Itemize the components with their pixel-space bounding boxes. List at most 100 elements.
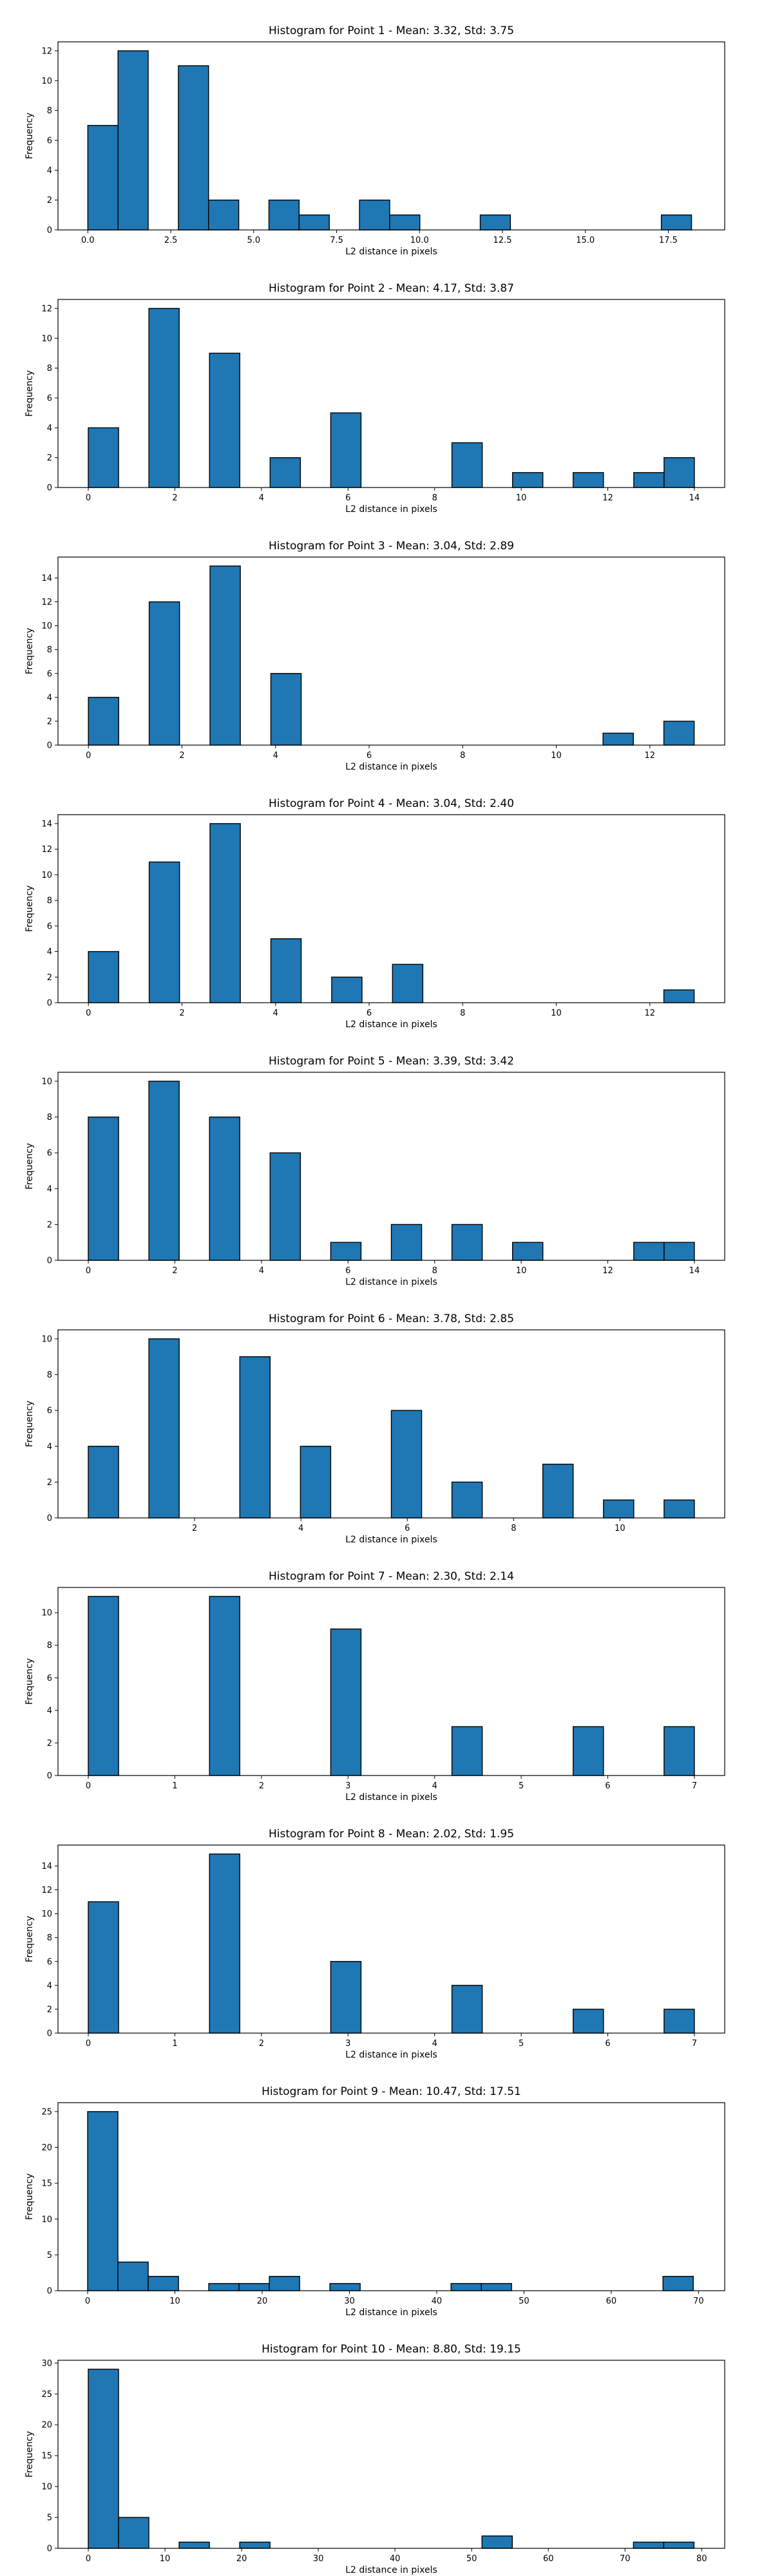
x-tick-label: 6 bbox=[405, 1524, 410, 1533]
x-tick-label: 6 bbox=[345, 493, 350, 503]
histogram-bar bbox=[660, 214, 692, 231]
histogram-bar bbox=[479, 214, 511, 231]
x-tick-label: 2 bbox=[172, 493, 177, 503]
x-tick-label: 40 bbox=[390, 2554, 401, 2564]
y-tick-label: 6 bbox=[47, 922, 52, 931]
y-tick-label: 0 bbox=[47, 484, 52, 493]
histogram-bar bbox=[633, 472, 665, 488]
y-tick-label: 10 bbox=[41, 77, 52, 86]
x-tick-label: 2.5 bbox=[164, 236, 178, 245]
histogram-bar bbox=[451, 1224, 483, 1261]
y-axis-label: Frequency bbox=[24, 1658, 35, 1705]
histogram-bar bbox=[451, 442, 483, 488]
histogram-bar bbox=[573, 1726, 604, 1776]
histogram-bar bbox=[329, 2283, 361, 2291]
histogram-bar bbox=[511, 1242, 544, 1261]
y-tick-label: 8 bbox=[47, 645, 52, 655]
y-tick-label: 10 bbox=[41, 871, 52, 880]
x-tick-label: 10 bbox=[615, 1524, 625, 1533]
y-tick-label: 4 bbox=[47, 1442, 52, 1452]
x-tick-label: 12 bbox=[602, 1266, 613, 1276]
y-axis-label: Frequency bbox=[24, 370, 35, 417]
y-tick-label: 8 bbox=[47, 1370, 52, 1380]
histogram-bar bbox=[511, 472, 544, 488]
histogram-bar bbox=[268, 199, 300, 231]
chart-title: Histogram for Point 10 - Mean: 8.80, Std… bbox=[262, 2343, 521, 2356]
histogram-bar bbox=[117, 50, 149, 231]
plot-frame bbox=[57, 2360, 725, 2549]
y-tick-label: 25 bbox=[41, 2390, 52, 2400]
y-tick-label: 2 bbox=[47, 453, 52, 463]
x-tick-label: 12 bbox=[645, 1009, 656, 1018]
y-axis-label: Frequency bbox=[24, 2174, 35, 2220]
histogram-bar bbox=[87, 125, 119, 231]
x-tick-label: 10 bbox=[516, 1266, 527, 1276]
histogram-bar bbox=[663, 2541, 695, 2549]
y-tick-label: 10 bbox=[41, 2215, 52, 2224]
x-tick-label: 60 bbox=[543, 2554, 554, 2564]
y-tick-label: 6 bbox=[47, 1957, 52, 1967]
y-tick-label: 10 bbox=[41, 1609, 52, 1618]
histogram-point-6: Histogram for Point 6 - Mean: 3.78, Std:… bbox=[24, 1312, 725, 1545]
histogram-bar bbox=[88, 1901, 119, 2034]
y-tick-label: 2 bbox=[47, 196, 52, 205]
histogram-bar bbox=[178, 2541, 210, 2549]
x-tick-label: 12 bbox=[645, 751, 656, 761]
histogram-bar bbox=[209, 565, 241, 746]
x-axis-label: L2 distance in pixels bbox=[345, 1535, 437, 1545]
x-axis-label: L2 distance in pixels bbox=[345, 2050, 437, 2060]
y-tick-label: 2 bbox=[47, 973, 52, 983]
y-tick-label: 5 bbox=[47, 2514, 52, 2523]
x-tick-label: 0 bbox=[86, 2039, 91, 2049]
y-tick-label: 12 bbox=[41, 1886, 52, 1895]
histogram-bar bbox=[390, 1410, 423, 1519]
y-tick-label: 6 bbox=[47, 1406, 52, 1416]
x-axis-label: L2 distance in pixels bbox=[345, 1792, 437, 1803]
x-tick-label: 7 bbox=[692, 2039, 697, 2049]
histogram-point-5: Histogram for Point 5 - Mean: 3.39, Std:… bbox=[24, 1055, 725, 1287]
histogram-bar bbox=[663, 2009, 695, 2034]
x-tick-label: 5 bbox=[519, 1781, 524, 1791]
x-tick-label: 4 bbox=[432, 2039, 437, 2049]
x-tick-label: 6 bbox=[345, 1266, 350, 1276]
y-tick-label: 8 bbox=[47, 1933, 52, 1943]
histogram-bar bbox=[331, 976, 363, 1003]
histogram-bar bbox=[359, 199, 390, 231]
y-tick-label: 0 bbox=[47, 1772, 52, 1781]
x-tick-label: 3 bbox=[345, 2039, 350, 2049]
histogram-bar bbox=[298, 214, 330, 231]
x-axis-label: L2 distance in pixels bbox=[345, 247, 437, 257]
y-tick-label: 4 bbox=[47, 166, 52, 176]
x-tick-label: 0 bbox=[86, 751, 91, 761]
histogram-bar bbox=[209, 1853, 240, 2034]
histogram-bar bbox=[663, 457, 695, 488]
histogram-bar bbox=[148, 2276, 179, 2291]
y-axis-label: Frequency bbox=[24, 113, 35, 159]
y-tick-label: 30 bbox=[41, 2359, 52, 2369]
x-tick-label: 4 bbox=[432, 1781, 437, 1791]
y-axis-label: Frequency bbox=[24, 1401, 35, 1447]
x-tick-label: 8 bbox=[511, 1524, 516, 1533]
x-tick-label: 5.0 bbox=[247, 236, 260, 245]
chart-title: Histogram for Point 6 - Mean: 3.78, Std:… bbox=[269, 1312, 514, 1325]
x-tick-label: 2 bbox=[172, 1266, 177, 1276]
y-tick-label: 2 bbox=[47, 717, 52, 726]
x-tick-label: 15.0 bbox=[576, 236, 595, 245]
histogram-bar bbox=[270, 938, 302, 1003]
histogram-point-7: Histogram for Point 7 - Mean: 2.30, Std:… bbox=[24, 1570, 725, 1803]
histogram-bar bbox=[633, 2541, 665, 2549]
y-tick-label: 0 bbox=[47, 226, 52, 236]
y-tick-label: 4 bbox=[47, 1981, 52, 1991]
x-tick-label: 14 bbox=[689, 493, 700, 503]
histogram-bar bbox=[269, 1152, 301, 1261]
x-tick-label: 6 bbox=[605, 1781, 610, 1791]
y-tick-label: 10 bbox=[41, 1077, 52, 1086]
x-tick-label: 7.5 bbox=[330, 236, 343, 245]
y-tick-label: 14 bbox=[41, 1862, 52, 1871]
histogram-bar bbox=[662, 2276, 694, 2291]
histogram-bar bbox=[117, 2261, 149, 2291]
histogram-bar bbox=[633, 1242, 665, 1261]
x-tick-label: 0 bbox=[85, 2297, 90, 2306]
x-tick-label: 10 bbox=[160, 2554, 171, 2564]
x-tick-label: 4 bbox=[273, 1009, 278, 1018]
